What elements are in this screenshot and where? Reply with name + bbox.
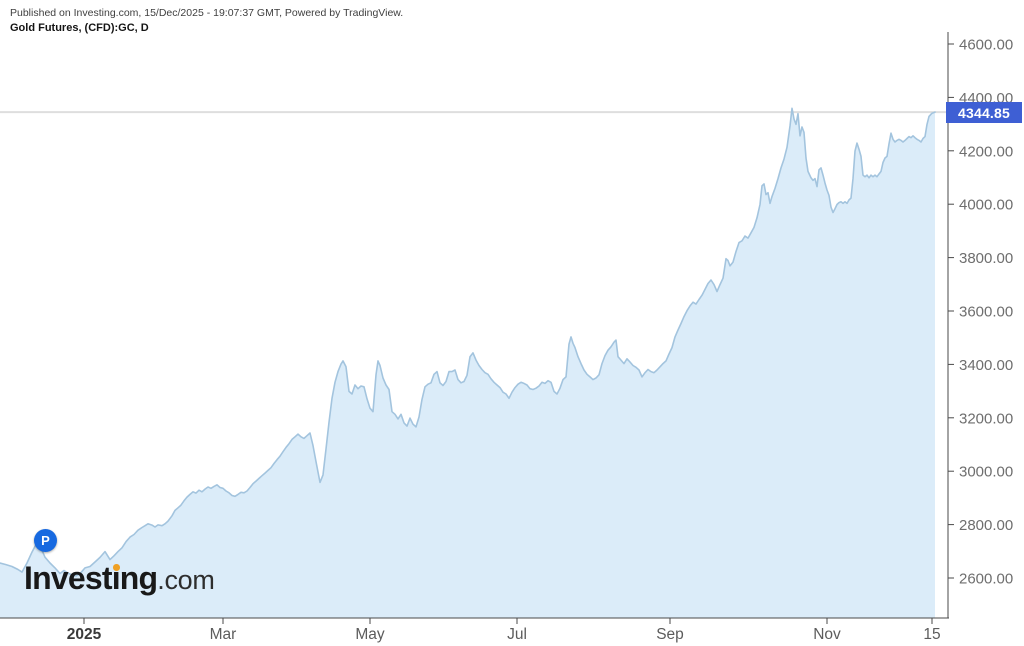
price-tick-label: 3800.00 <box>959 250 1013 267</box>
price-axis-scale[interactable]: 4600.004400.004200.004000.003800.003600.… <box>948 37 1013 588</box>
time-tick-label: Mar <box>210 626 237 643</box>
logo-orange-dot-icon <box>113 564 120 571</box>
price-tick-label: 3400.00 <box>959 357 1013 374</box>
investing-logo-com: .com <box>157 565 215 595</box>
time-tick-label: 15 <box>923 626 940 643</box>
investing-logo-text: Investı ng <box>24 560 158 596</box>
investing-logo[interactable]: Investı ng.com <box>24 560 215 597</box>
price-area-fill <box>0 108 935 619</box>
price-tick-label: 2600.00 <box>959 571 1013 588</box>
price-tick-label: 2800.00 <box>959 517 1013 534</box>
publisher-marker[interactable]: P <box>34 529 57 552</box>
price-series-line <box>0 107 936 577</box>
publisher-marker-label: P <box>41 533 50 548</box>
price-tick-label: 4200.00 <box>959 143 1013 160</box>
time-tick-label: Jul <box>507 626 527 643</box>
price-tick-label: 3600.00 <box>959 304 1013 321</box>
price-tick-label: 3200.00 <box>959 410 1013 427</box>
price-tick-label: 3000.00 <box>959 464 1013 481</box>
time-tick-label: 2025 <box>67 626 102 643</box>
instrument-title: Gold Futures, (CFD):GC, D <box>10 22 149 34</box>
time-tick-label: Sep <box>656 626 684 643</box>
time-tick-label: Nov <box>813 626 841 643</box>
price-tick-label: 4600.00 <box>959 37 1013 54</box>
chart-header: Published on Investing.com, 15/Dec/2025 … <box>10 7 403 34</box>
price-tick-label: 4000.00 <box>959 197 1013 214</box>
last-price-badge: 4344.85 <box>946 102 1022 123</box>
time-tick-label: May <box>355 626 385 643</box>
published-line: Published on Investing.com, 15/Dec/2025 … <box>10 7 404 19</box>
time-axis-scale[interactable]: 2025 Mar May Jul Sep Nov 15 <box>67 618 941 643</box>
